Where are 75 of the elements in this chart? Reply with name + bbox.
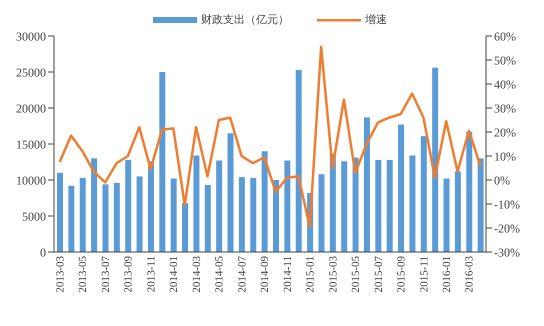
y2-tick-label: 20% — [494, 125, 516, 140]
x-tick-label: 2013-07 — [100, 256, 112, 293]
y-tick-label: 0 — [40, 245, 46, 260]
bar — [352, 158, 359, 252]
y2-tick-label: 30% — [494, 101, 516, 116]
bar — [478, 158, 484, 252]
bar — [80, 178, 86, 252]
bar — [420, 136, 427, 252]
x-tick-label: 2014-01 — [168, 256, 180, 293]
bar — [159, 72, 166, 252]
bar — [364, 117, 370, 252]
y-tick-label: 15000 — [16, 137, 46, 152]
x-tick-label: 2015-09 — [396, 256, 408, 293]
legend-label: 财政支出（亿元） — [201, 13, 289, 27]
bar — [341, 161, 348, 252]
y2-tick-label: 40% — [494, 77, 516, 92]
y2-tick-label: -10% — [494, 197, 520, 212]
x-tick-label: 2014-05 — [214, 256, 226, 293]
bar — [148, 161, 154, 252]
bar — [262, 151, 268, 252]
y2-tick-label: 0% — [494, 173, 510, 188]
bar — [182, 203, 188, 252]
bar — [125, 160, 132, 252]
line-series — [58, 46, 482, 228]
x-tick-label: 2015-11 — [418, 256, 430, 292]
x-tick-label: 2013-03 — [54, 256, 66, 293]
x-tick-label: 2014-11 — [282, 256, 294, 292]
y2-tick-label: 10% — [494, 149, 516, 164]
y2-tick-label: 60% — [494, 29, 516, 44]
bar — [454, 171, 461, 252]
bar — [228, 133, 234, 252]
y-tick-label: 25000 — [16, 65, 46, 80]
bar — [114, 182, 120, 252]
bar — [432, 68, 438, 252]
x-tick-label: 2016-03 — [464, 256, 476, 293]
bar — [386, 160, 393, 252]
x-tick-label: 2015-05 — [350, 256, 362, 293]
bar — [204, 185, 211, 252]
bar — [273, 180, 279, 252]
bar — [466, 132, 472, 252]
y-tick-label: 20000 — [16, 101, 46, 116]
bar — [238, 177, 245, 252]
bar — [296, 70, 302, 252]
bar — [444, 178, 450, 252]
x-tick-label: 2015-03 — [327, 256, 340, 293]
bar — [91, 158, 98, 252]
x-tick-label: 2015-01 — [304, 256, 317, 293]
bar — [68, 186, 74, 252]
bar — [102, 184, 108, 252]
bar — [250, 178, 256, 252]
x-tick-label: 2013-11 — [145, 256, 158, 292]
x-tick-label: 2014-07 — [236, 256, 248, 293]
bar — [136, 176, 143, 252]
bar — [57, 172, 63, 252]
x-tick-label: 2013-05 — [77, 256, 90, 293]
y2-tick-label: -20% — [494, 221, 520, 236]
bar — [216, 160, 222, 252]
bar — [318, 174, 324, 252]
bar — [170, 178, 177, 252]
x-tick-label: 2014-03 — [190, 256, 203, 293]
bar — [375, 160, 382, 252]
y2-tick-label: 50% — [494, 53, 516, 68]
x-tick-label: 2014-09 — [259, 256, 272, 293]
x-tick-label: 2016-01 — [441, 256, 454, 293]
y2-tick-label: -30% — [494, 245, 520, 260]
bar — [398, 124, 404, 252]
bar — [193, 156, 200, 252]
legend-label: 增速 — [365, 13, 387, 27]
y-tick-label: 10000 — [16, 173, 46, 188]
x-tick-label: 2015-07 — [372, 256, 385, 293]
bar — [409, 156, 416, 252]
bar — [284, 160, 290, 252]
x-tick-label: 2013-09 — [122, 256, 135, 293]
y-tick-label: 5000 — [22, 209, 46, 224]
y-tick-label: 30000 — [16, 29, 46, 44]
